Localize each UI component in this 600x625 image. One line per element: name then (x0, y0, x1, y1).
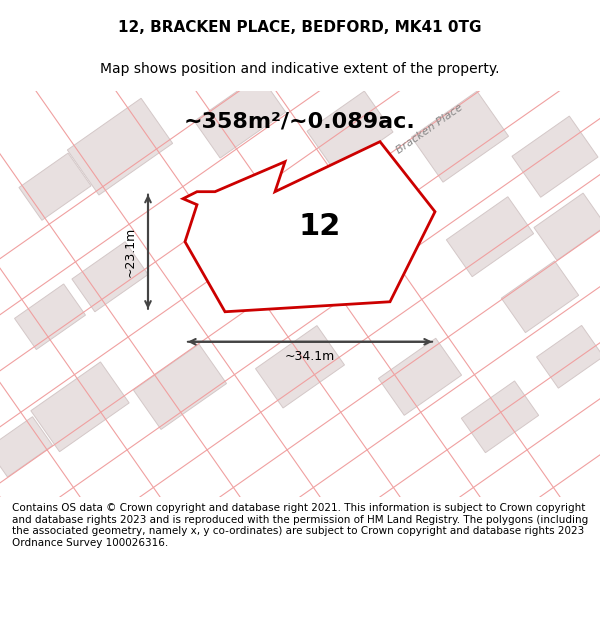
Polygon shape (512, 116, 598, 198)
Polygon shape (307, 91, 393, 172)
Polygon shape (446, 197, 533, 277)
Polygon shape (0, 223, 600, 625)
Polygon shape (171, 12, 600, 341)
Polygon shape (536, 326, 600, 388)
Text: Bracken Place: Bracken Place (395, 102, 465, 156)
Polygon shape (19, 153, 91, 220)
Polygon shape (31, 362, 129, 452)
Polygon shape (0, 137, 276, 457)
Text: 12, BRACKEN PLACE, BEDFORD, MK41 0TG: 12, BRACKEN PLACE, BEDFORD, MK41 0TG (118, 20, 482, 35)
Text: ~358m²/~0.089ac.: ~358m²/~0.089ac. (184, 112, 416, 132)
Polygon shape (133, 344, 227, 429)
Polygon shape (72, 242, 148, 312)
Polygon shape (325, 186, 600, 447)
Polygon shape (502, 261, 578, 332)
Polygon shape (14, 284, 85, 349)
Text: ~34.1m: ~34.1m (285, 350, 335, 363)
Text: ~23.1m: ~23.1m (124, 227, 137, 277)
Polygon shape (379, 338, 461, 416)
Text: Contains OS data © Crown copyright and database right 2021. This information is : Contains OS data © Crown copyright and d… (12, 503, 588, 548)
Polygon shape (183, 142, 435, 312)
Text: Map shows position and indicative extent of the property.: Map shows position and indicative extent… (100, 62, 500, 76)
Text: 12: 12 (299, 213, 341, 241)
Polygon shape (67, 98, 173, 195)
Polygon shape (194, 75, 286, 158)
Polygon shape (256, 326, 344, 408)
Polygon shape (534, 193, 600, 261)
Polygon shape (412, 91, 509, 182)
Polygon shape (0, 417, 53, 477)
Polygon shape (461, 381, 539, 452)
